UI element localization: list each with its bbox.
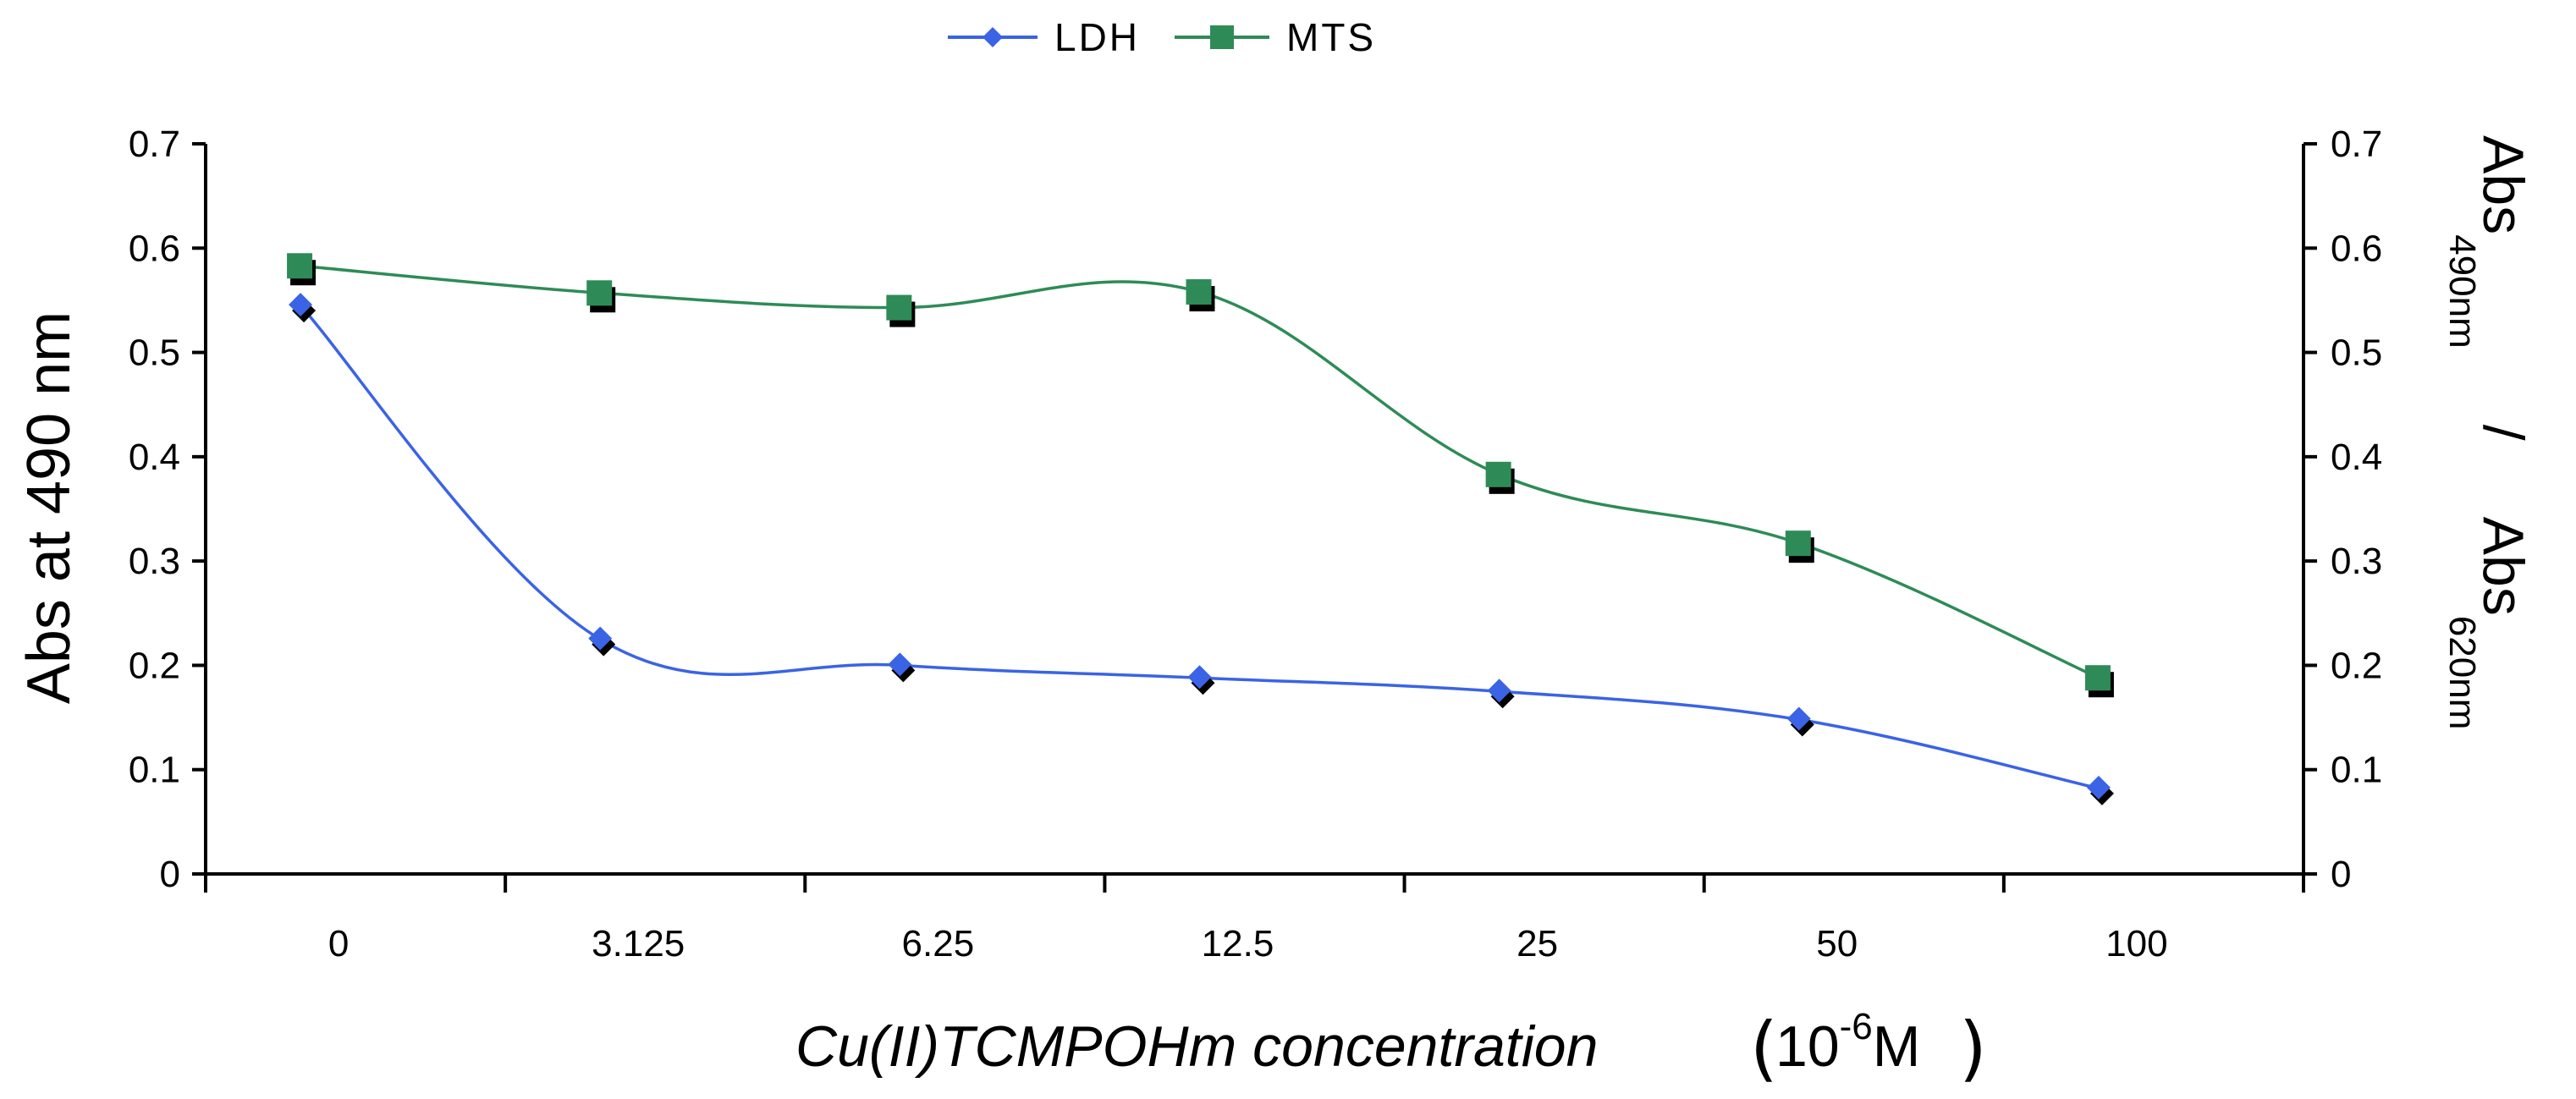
y2-tick-label: 0.4: [2331, 437, 2382, 478]
legend-ldh-marker: [983, 27, 1003, 47]
x-tick-label: 12.5: [1202, 923, 1274, 964]
y-tick-label: 0.6: [129, 228, 180, 269]
point-ldh: [289, 293, 313, 317]
series-line-mts: [300, 264, 2100, 679]
point-mts: [1785, 530, 1811, 557]
y2-tick-label: 0.1: [2331, 750, 2382, 791]
y2-axis-title: Abs490nm/Abs620nm: [2441, 135, 2535, 729]
point-mts: [886, 294, 912, 321]
x-tick-label: 25: [1516, 923, 1558, 964]
point-ldh: [588, 626, 613, 651]
y-tick-label: 0.1: [129, 750, 180, 791]
point-mts: [287, 253, 313, 279]
point-ldh: [2086, 775, 2111, 800]
legend-mts-label: MTS: [1286, 15, 1376, 59]
x-title-text: Cu(II)TCMPOHm concentration: [795, 1014, 1598, 1079]
point-mts: [586, 280, 613, 306]
y2-tick-label: 0: [2331, 854, 2351, 895]
x-close-paren: ): [1959, 1007, 1987, 1090]
point-mts: [1485, 461, 1511, 487]
y-tick-label: 0.5: [129, 332, 180, 374]
axes: [204, 144, 2305, 876]
point-ldh: [1487, 679, 1511, 703]
y-axis-title: Abs at 490 nm: [15, 311, 83, 704]
x-tick-label: 6.25: [902, 923, 975, 964]
x-unit-exp: -6: [1840, 1006, 1873, 1047]
point-ldh: [1187, 665, 1212, 690]
x-unit-base: 10: [1775, 1014, 1840, 1079]
y2-tick-label: 0.2: [2331, 645, 2382, 686]
y2-tick-label: 0.6: [2331, 228, 2382, 269]
legend-ldh-label: LDH: [1054, 15, 1140, 59]
y2-tick-label: 0.5: [2331, 332, 2382, 374]
y2-den-base: Abs: [2471, 517, 2535, 616]
series-layer: [287, 253, 2114, 805]
x-unit-suffix: M: [1873, 1014, 1921, 1079]
y2-num-sub: 490nm: [2441, 234, 2483, 349]
point-ldh: [888, 652, 912, 677]
y-ticks-right: 0 0.1 0.2 0.3 0.4 0.5 0.6 0.7: [2304, 124, 2382, 895]
y-tick-label: 0.7: [129, 124, 180, 165]
y2-separator: /: [2471, 425, 2535, 441]
y2-den-sub: 620nm: [2441, 616, 2483, 730]
legend: LDH MTS: [948, 15, 1376, 59]
y-tick-label: 0.4: [129, 437, 180, 478]
svg-text:Abs490nm/Abs620nm: Abs490nm/Abs620nm: [2441, 135, 2535, 729]
y-tick-label: 0: [160, 854, 180, 895]
y2-tick-label: 0.3: [2331, 541, 2382, 582]
x-tick-label: 0: [328, 923, 349, 964]
point-mts: [1186, 279, 1212, 305]
x-ticks: 0 3.125 6.25 12.5 25 50 100: [204, 874, 2305, 964]
point-ldh: [1786, 706, 1811, 731]
x-tick-label: 50: [1816, 923, 1858, 964]
y2-num-base: Abs: [2471, 135, 2535, 234]
point-mts: [2084, 665, 2111, 691]
y-ticks-left: 0 0.1 0.2 0.3 0.4 0.5 0.6 0.7: [129, 124, 206, 895]
series-line-ldh: [299, 304, 2100, 790]
x-tick-label: 3.125: [592, 923, 685, 964]
y-tick-label: 0.3: [129, 541, 180, 582]
y2-tick-label: 0.7: [2331, 124, 2382, 165]
x-open-paren: (: [1750, 1007, 1778, 1090]
x-tick-label: 100: [2105, 923, 2167, 964]
legend-mts-marker: [1210, 25, 1234, 49]
y-tick-label: 0.2: [129, 645, 180, 686]
x-axis-title: Cu(II)TCMPOHm concentration ( 10-6M ): [795, 1006, 1987, 1090]
x-unit: 10-6M: [1775, 1006, 1920, 1079]
